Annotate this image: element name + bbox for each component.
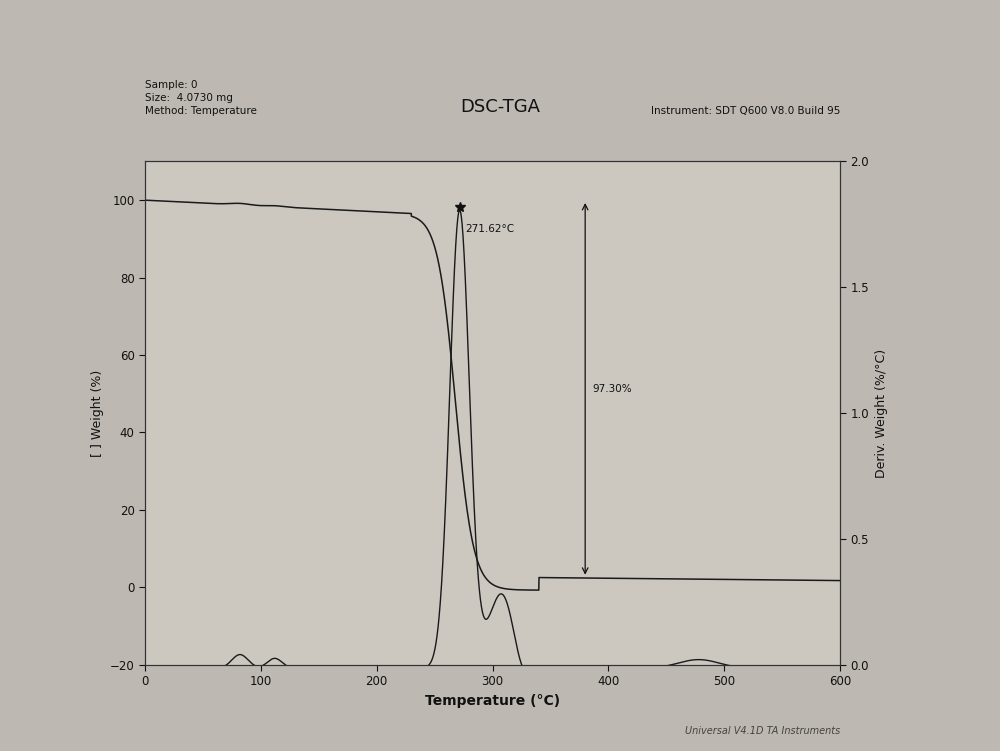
Y-axis label: [ ] Weight (%): [ ] Weight (%) xyxy=(91,369,104,457)
Y-axis label: Deriv. Weight (%/°C): Deriv. Weight (%/°C) xyxy=(875,348,888,478)
Text: Sample: 0
Size:  4.0730 mg
Method: Temperature: Sample: 0 Size: 4.0730 mg Method: Temper… xyxy=(145,80,257,116)
Text: Universal V4.1D TA Instruments: Universal V4.1D TA Instruments xyxy=(685,726,840,736)
Text: 271.62°C: 271.62°C xyxy=(465,225,515,234)
Text: DSC-TGA: DSC-TGA xyxy=(460,98,540,116)
X-axis label: Temperature (°C): Temperature (°C) xyxy=(425,694,560,707)
Text: Instrument: SDT Q600 V8.0 Build 95: Instrument: SDT Q600 V8.0 Build 95 xyxy=(651,107,840,116)
Text: 97.30%: 97.30% xyxy=(592,384,632,394)
